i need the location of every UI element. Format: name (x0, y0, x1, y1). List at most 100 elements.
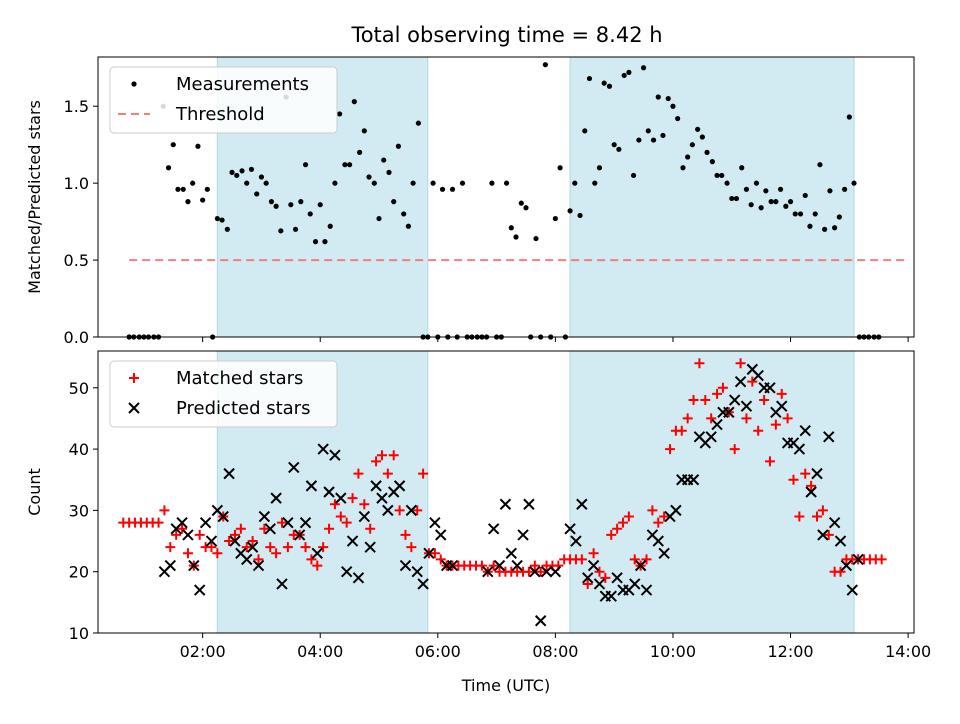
predicted-point (205, 535, 218, 547)
measurement-point (513, 234, 519, 240)
matched-point (629, 554, 640, 565)
measurement-point (430, 180, 436, 186)
measurement-point (640, 65, 647, 71)
predicted-point (293, 529, 306, 541)
matched-point (312, 560, 323, 571)
measurement-point (195, 143, 201, 149)
matched-point (435, 554, 446, 565)
predicted-point (605, 590, 617, 602)
matched-point (600, 572, 611, 583)
predicted-point (223, 467, 235, 480)
matched-point (376, 450, 387, 461)
measurement-point (709, 159, 715, 165)
measurement-point (401, 211, 407, 217)
measurement-point (263, 180, 269, 186)
predicted-point (511, 559, 523, 572)
matched-point (782, 413, 793, 424)
matched-point (412, 505, 423, 516)
matched-point (653, 517, 664, 528)
matched-point (382, 468, 393, 479)
predicted-point (805, 486, 817, 498)
measurement-point (361, 128, 367, 134)
matched-point (300, 542, 311, 553)
predicted-point (217, 510, 229, 523)
matched-point (753, 425, 764, 436)
matched-point (159, 505, 170, 516)
legend-box (109, 360, 338, 428)
predicted-point (270, 492, 282, 504)
matched-point (365, 523, 376, 534)
predicted-point (776, 400, 788, 412)
matched-point (800, 468, 811, 479)
measurement-point (621, 72, 627, 79)
predicted-point (487, 523, 500, 535)
predicted-point (399, 559, 412, 572)
matched-point (700, 395, 711, 406)
matched-point (576, 554, 587, 565)
matched-point (347, 493, 358, 504)
measurement-point (312, 239, 319, 245)
measurement-point (630, 172, 637, 179)
matched-point (806, 480, 817, 491)
measurement-point (802, 192, 808, 199)
measurement-point (307, 211, 313, 217)
measurement-point (689, 142, 695, 148)
x-tick-label: 04:00 (297, 642, 343, 661)
measurement-point (376, 215, 382, 222)
predicted-point (188, 559, 200, 572)
predicted-point (582, 572, 594, 584)
predicted-point (752, 369, 764, 382)
matched-point (329, 499, 340, 510)
measurement-point (773, 199, 779, 205)
measurement-point (616, 146, 622, 152)
measurement-point (322, 239, 328, 245)
measurement-point (822, 226, 828, 232)
matched-point (729, 444, 740, 455)
measurement-point (489, 180, 495, 186)
matched-point (682, 413, 693, 424)
measurement-point (200, 197, 206, 203)
matched-point (876, 554, 887, 565)
matched-point (341, 517, 352, 528)
predicted-point (687, 474, 700, 486)
measurement-point (655, 94, 661, 100)
matched-point (794, 511, 805, 522)
measurement-point (636, 137, 642, 143)
measurement-point (768, 199, 774, 205)
predicted-point (846, 584, 858, 596)
matched-point (776, 388, 787, 399)
predicted-point (264, 523, 276, 535)
measurement-point (685, 154, 691, 160)
predicted-point (335, 492, 347, 504)
predicted-point (564, 523, 576, 535)
predicted-point (764, 382, 776, 394)
measurement-point (827, 188, 833, 194)
predicted-point (423, 547, 435, 560)
measurement-point (317, 202, 323, 208)
predicted-point (246, 541, 259, 553)
measurement-point (763, 188, 769, 194)
measurement-point (606, 83, 613, 89)
predicted-point (429, 516, 441, 529)
ratio-panel: 0.0 0.5 1.0 1.5 Matched/Predicted stars Measu… (25, 56, 915, 347)
matched-point (523, 566, 534, 577)
predicted-point (282, 516, 294, 529)
matched-point (476, 560, 487, 571)
measurement-point (395, 143, 402, 149)
measurement-point (278, 228, 284, 234)
measurement-point (626, 69, 632, 75)
measurement-point (298, 199, 304, 205)
measurement-point (239, 168, 245, 174)
measurement-point (714, 172, 720, 179)
measurement-point (254, 191, 260, 197)
measurement-point (288, 202, 294, 208)
x-tick-label: 10:00 (650, 642, 696, 661)
measurement-point (695, 126, 701, 132)
measurement-point (665, 95, 671, 102)
measurement-point (410, 180, 416, 186)
measurement-point (533, 235, 539, 242)
matched-point (212, 548, 223, 559)
measurement-point (582, 128, 588, 134)
measurement-point (503, 180, 510, 186)
predicted-point (405, 504, 418, 517)
